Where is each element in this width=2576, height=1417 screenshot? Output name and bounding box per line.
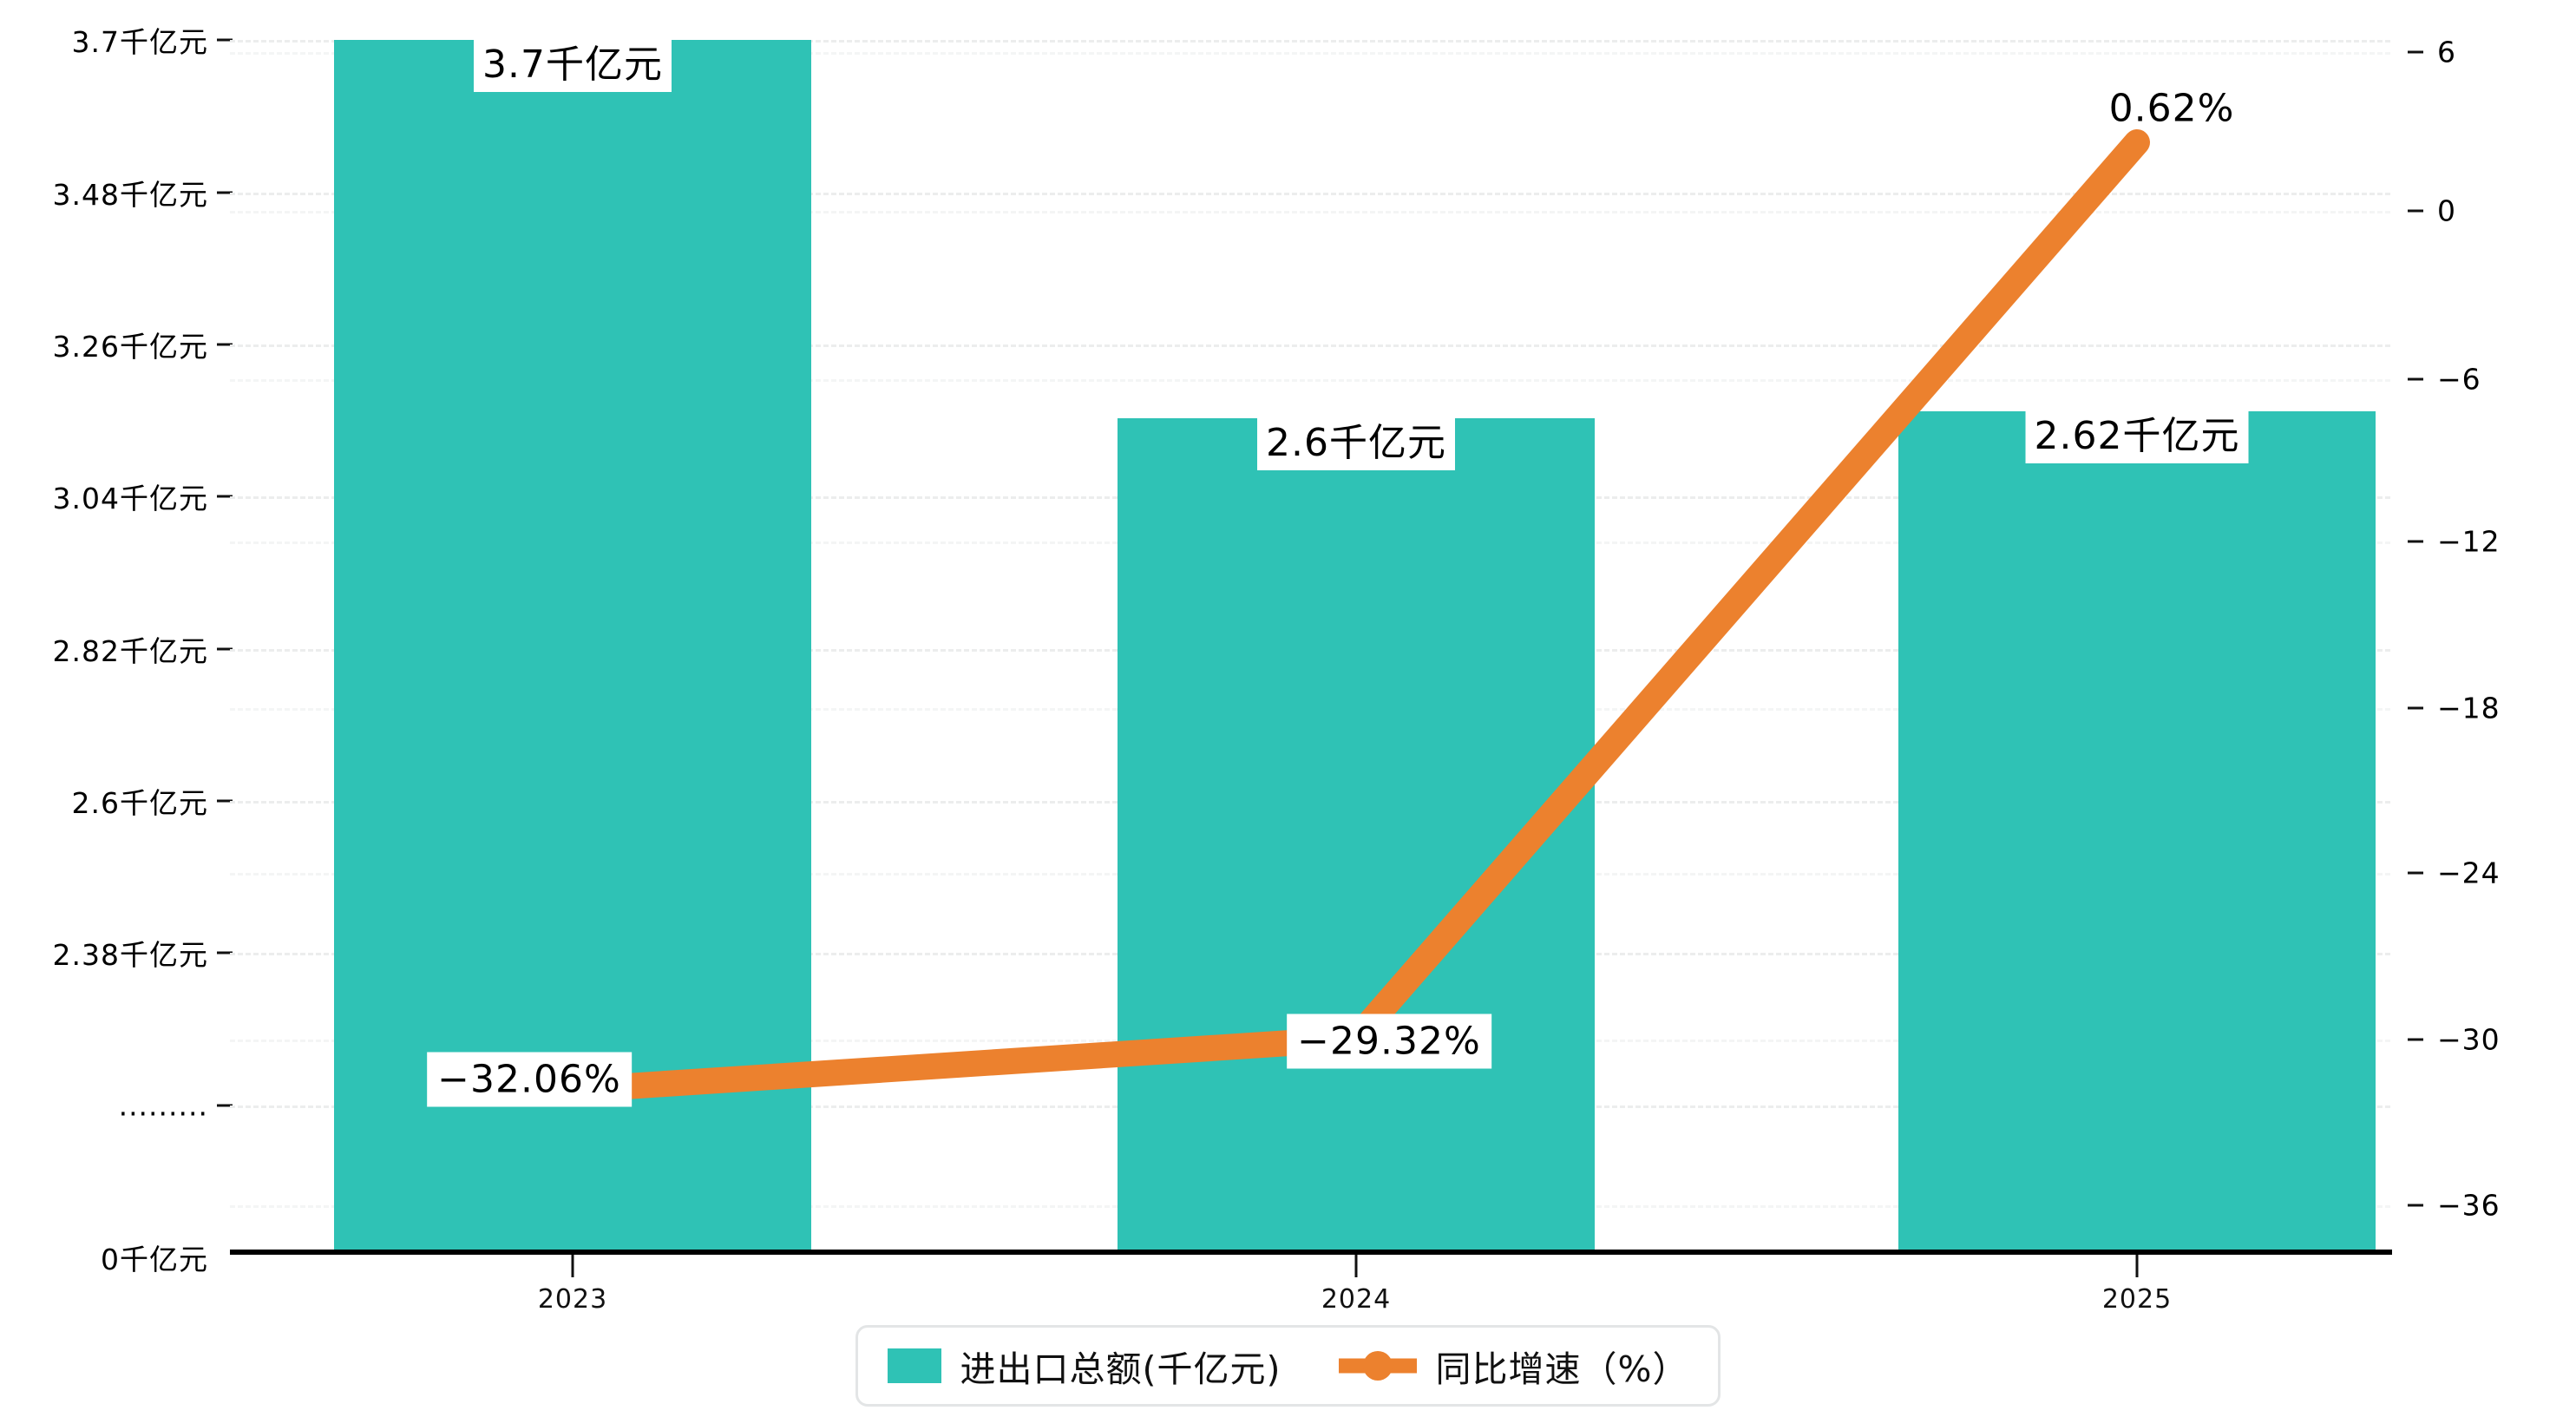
left-axis-tick [217, 191, 233, 194]
left-axis-tick [217, 343, 233, 346]
bar-2024[interactable] [1118, 418, 1595, 1251]
right-axis-tick-label: 6 [2437, 35, 2456, 69]
line-value-label-2025: 0.62% [2108, 86, 2235, 131]
left-axis-tick-label: 3.48千亿元 [52, 178, 208, 212]
bar-swatch-icon [887, 1348, 941, 1383]
left-axis: 3.7千亿元 3.48千亿元 3.26千亿元 3.04千亿元 2.82千亿元 2… [0, 0, 208, 1417]
left-axis-tick [217, 1104, 233, 1107]
bar-value-label-2024: 2.6千亿元 [1257, 408, 1455, 470]
x-axis-tick [1354, 1255, 1358, 1277]
gridline-secondary [230, 379, 2390, 382]
right-axis: 6 0 −6 −12 −18 −24 −30 −36 [2392, 0, 2576, 1417]
line-value-label-2024: −29.32% [1287, 1014, 1491, 1069]
x-axis-line [230, 1250, 2392, 1255]
x-axis-tick [571, 1255, 574, 1277]
right-axis-tick-label: −24 [2437, 856, 2501, 890]
legend: 进出口总额(千亿元) 同比增速（%） [855, 1325, 1721, 1407]
right-axis-tick [2408, 377, 2423, 381]
legend-label: 进出口总额(千亿元) [960, 1348, 1281, 1390]
legend-item-growth-rate[interactable]: 同比增速（%） [1338, 1340, 1689, 1392]
line-dot-swatch-icon [1338, 1348, 1417, 1383]
right-axis-tick-label: −30 [2437, 1022, 2501, 1057]
right-axis-tick-label: 0 [2437, 194, 2456, 228]
left-axis-tick-label: 3.26千亿元 [52, 330, 208, 364]
left-axis-tick [217, 647, 233, 651]
left-axis-tick [217, 951, 233, 955]
right-axis-tick-label: −18 [2437, 691, 2501, 725]
left-axis-tick-label: 3.7千亿元 [71, 25, 208, 59]
left-axis-tick-label: 2.6千亿元 [71, 786, 208, 820]
gridline [230, 344, 2390, 347]
right-axis-tick [2408, 871, 2423, 875]
x-axis-label-2025: 2025 [2101, 1284, 2173, 1315]
left-axis-break-marker: ......... [118, 1088, 208, 1123]
x-axis-label-2023: 2023 [537, 1284, 608, 1315]
bar-value-label-2025: 2.62千亿元 [2025, 401, 2249, 463]
left-axis-tick [217, 799, 233, 803]
left-axis-tick-label: 0千亿元 [101, 1243, 208, 1276]
bar-2023[interactable] [334, 40, 811, 1251]
right-axis-tick-label: −36 [2437, 1188, 2501, 1223]
gridline [230, 40, 2390, 43]
right-axis-tick-label: −12 [2437, 524, 2501, 559]
right-axis-tick [2408, 50, 2423, 54]
legend-label: 同比增速（%） [1435, 1348, 1689, 1390]
right-axis-tick [2408, 209, 2423, 213]
right-axis-tick [2408, 540, 2423, 543]
right-axis-tick-label: −6 [2437, 362, 2481, 397]
left-axis-tick [217, 38, 233, 42]
bar-value-label-2023: 3.7千亿元 [474, 30, 672, 92]
line-value-label-2023: −32.06% [427, 1052, 632, 1107]
x-axis-tick [2135, 1255, 2139, 1277]
left-axis-tick-label: 2.82千亿元 [52, 634, 208, 668]
gridline [230, 193, 2390, 195]
legend-item-import-export-total[interactable]: 进出口总额(千亿元) [887, 1340, 1281, 1392]
left-axis-tick [217, 495, 233, 498]
bar-2025[interactable] [1898, 411, 2376, 1251]
gridline-secondary [230, 52, 2390, 55]
right-axis-tick [2408, 1204, 2423, 1207]
left-axis-tick-label: 2.38千亿元 [52, 938, 208, 972]
plot-area: 3.7千亿元 2.6千亿元 2.62千亿元 −32.06% −29.32% 0.… [230, 30, 2390, 1251]
left-axis-tick-label: 3.04千亿元 [52, 482, 208, 515]
right-axis-tick [2408, 706, 2423, 710]
gridline-secondary [230, 211, 2390, 213]
right-axis-tick [2408, 1038, 2423, 1041]
x-axis-label-2024: 2024 [1321, 1284, 1392, 1315]
